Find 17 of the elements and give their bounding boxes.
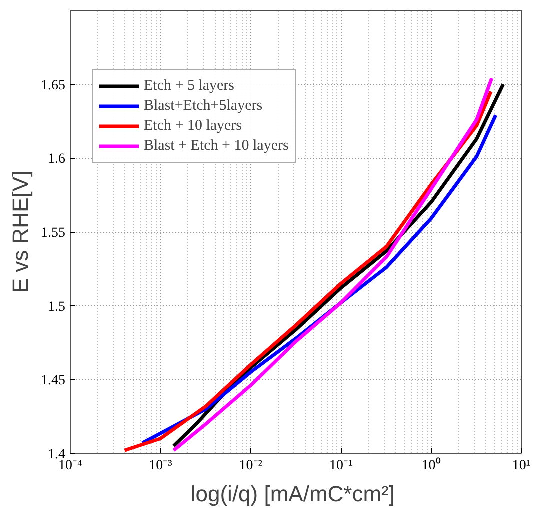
y-tick-label: 1.45 — [41, 374, 66, 389]
x-tick-label: 10⁻² — [239, 458, 263, 474]
y-tick-label: 1.55 — [41, 226, 66, 241]
y-tick-label: 1.6 — [48, 152, 66, 168]
x-tick-label: 10⁻¹ — [330, 458, 353, 474]
x-tick-label: 10⁻⁴ — [58, 458, 83, 474]
legend-label: Etch + 5 layers — [144, 78, 235, 94]
x-tick-label: 10⁰ — [422, 458, 441, 474]
x-tick-label: 10⁻³ — [149, 458, 172, 474]
legend-label: Blast+Etch+5layers — [144, 98, 263, 114]
y-axis-title: E vs RHE[V] — [8, 170, 33, 294]
x-axis-title: log(i/q) [mA/mC*cm²] — [190, 482, 396, 506]
x-tick-label: 10¹ — [512, 458, 531, 474]
y-tick-label: 1.65 — [41, 78, 66, 94]
legend-label: Etch + 10 layers — [144, 118, 242, 134]
legend-label: Blast + Etch + 10 layers — [144, 138, 289, 154]
y-tick-label: 1.5 — [48, 300, 66, 315]
